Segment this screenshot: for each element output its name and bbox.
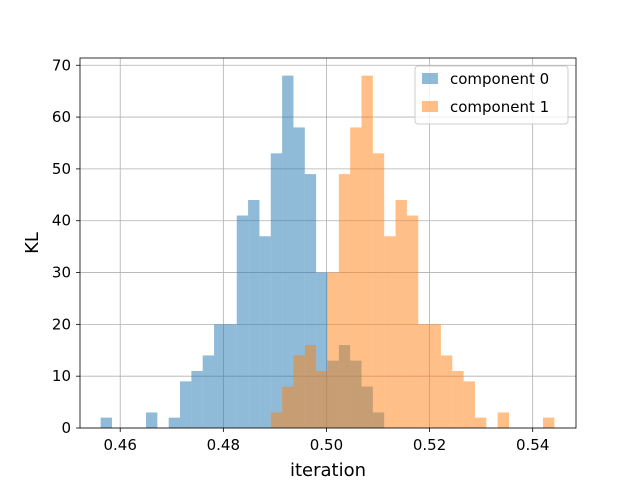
histogram-bar <box>440 355 453 428</box>
histogram-bar <box>384 236 396 428</box>
histogram-bar <box>236 215 249 428</box>
histogram-bar <box>180 381 192 428</box>
x-axis-label: iteration <box>290 460 366 480</box>
histogram-bar <box>338 174 351 428</box>
histogram-bar <box>293 127 305 429</box>
x-tick-label: 0.46 <box>104 436 137 454</box>
histogram-bar <box>474 417 487 428</box>
histogram-bar <box>429 324 441 428</box>
histogram-bar <box>327 272 339 428</box>
legend: component 0 component 1 <box>414 65 569 125</box>
histogram-bar <box>395 199 407 428</box>
histogram-bar <box>304 174 317 428</box>
y-axis-label: KL <box>22 232 43 254</box>
histogram-bar <box>225 324 237 428</box>
histogram-bar <box>316 370 328 428</box>
legend-swatch-component-1 <box>422 101 438 112</box>
x-tick-label: 0.50 <box>310 436 343 454</box>
histogram-bar <box>259 236 271 428</box>
y-tick-label: 20 <box>52 315 71 333</box>
y-tick-label: 30 <box>52 264 71 282</box>
histogram-bar <box>248 199 260 428</box>
plot-frame <box>79 57 577 429</box>
x-tick-label: 0.48 <box>207 436 240 454</box>
histogram-bar <box>202 355 215 428</box>
histogram-bar <box>145 412 158 428</box>
histogram-bar <box>463 381 475 428</box>
legend-box <box>414 65 569 125</box>
histogram-bar <box>543 417 555 428</box>
legend-label-component-0: component 0 <box>450 70 549 88</box>
legend-swatch-component-0 <box>422 73 438 84</box>
histogram-bar <box>270 153 283 428</box>
histogram-bar <box>282 75 294 428</box>
histogram-bar <box>350 127 362 429</box>
y-tick-label: 50 <box>52 160 71 178</box>
histogram-bar <box>304 345 317 428</box>
histogram-bar <box>361 75 373 428</box>
y-tick-label: 60 <box>52 108 71 126</box>
histogram-bar <box>418 324 430 428</box>
y-tick-label: 0 <box>61 419 71 437</box>
series-0-bars <box>100 75 385 429</box>
histogram-bar <box>452 370 464 428</box>
histogram-bar <box>316 272 328 428</box>
ticks-layer: 0.46 0.48 0.50 0.52 0.54 0 10 20 30 40 50 60 70 <box>52 56 549 454</box>
histogram-bar <box>406 215 419 428</box>
legend-label-component-1: component 1 <box>450 98 549 116</box>
histogram-bar <box>282 386 294 428</box>
histogram-bar <box>214 324 226 428</box>
histogram-bar <box>191 370 203 428</box>
histogram-bar <box>270 412 283 428</box>
series-1-bars <box>270 75 555 429</box>
histogram-bar <box>497 412 509 428</box>
histogram-bar <box>293 355 305 428</box>
histogram-bar <box>168 417 181 428</box>
histogram-bar <box>100 417 112 428</box>
y-tick-label: 40 <box>52 212 71 230</box>
x-tick-label: 0.54 <box>516 436 549 454</box>
y-tick-label: 10 <box>52 367 71 385</box>
bars-layer <box>100 75 555 429</box>
histogram-bar <box>372 153 385 428</box>
x-tick-label: 0.52 <box>413 436 446 454</box>
y-tick-label: 70 <box>52 56 71 74</box>
